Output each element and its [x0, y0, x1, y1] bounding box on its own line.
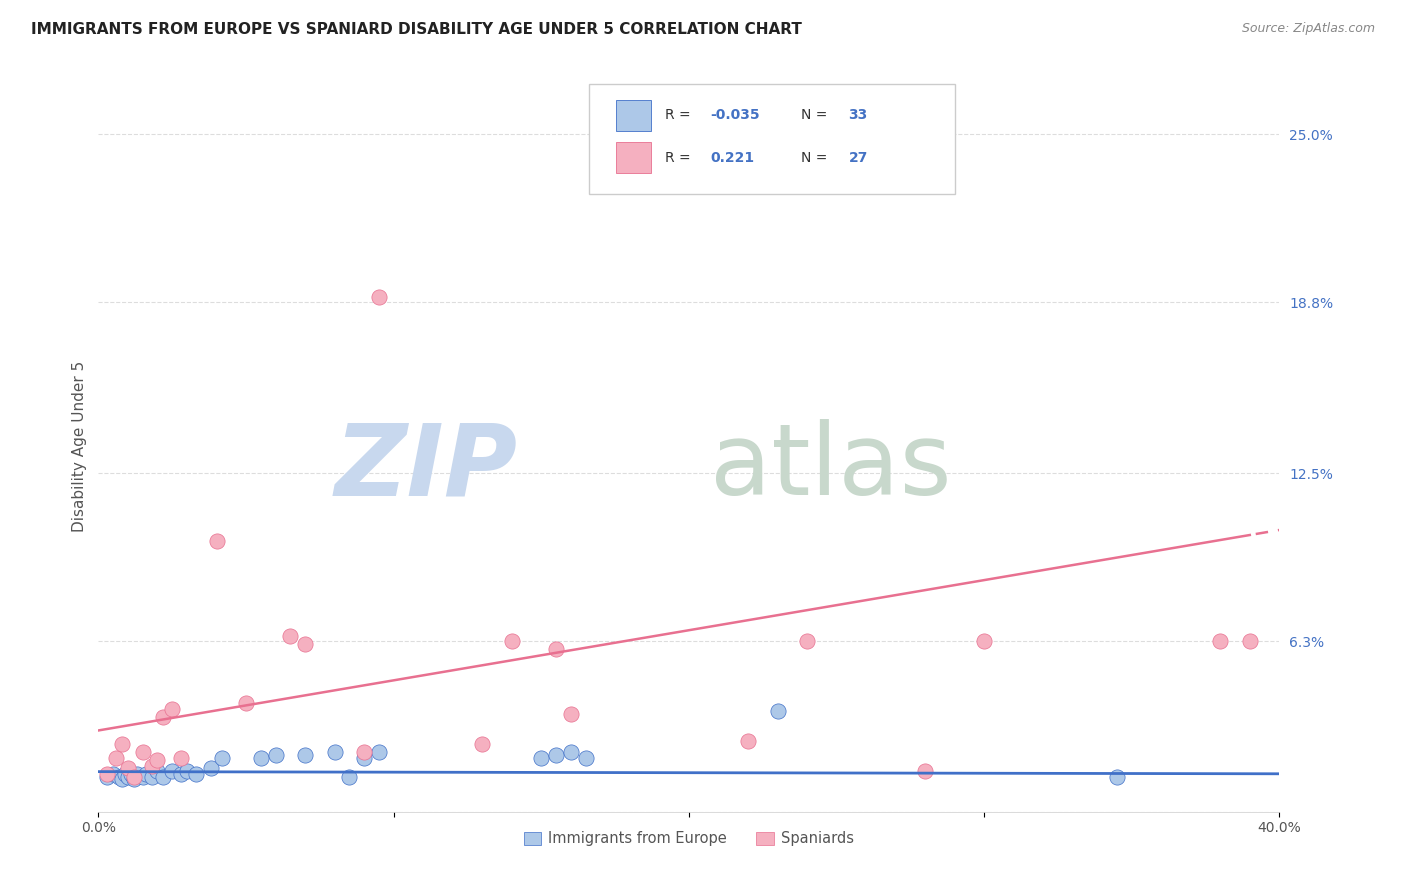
Point	[146, 764, 169, 778]
Text: Source: ZipAtlas.com: Source: ZipAtlas.com	[1241, 22, 1375, 36]
Point	[96, 770, 118, 784]
Point	[111, 772, 134, 787]
FancyBboxPatch shape	[616, 143, 651, 173]
Text: atlas: atlas	[710, 419, 952, 516]
Point	[108, 770, 131, 784]
Point	[162, 764, 183, 778]
Point	[294, 747, 316, 762]
Text: 27: 27	[848, 151, 868, 165]
Point	[368, 745, 391, 759]
Point	[162, 702, 183, 716]
Point	[132, 745, 155, 759]
Text: 0.221: 0.221	[710, 151, 755, 165]
Point	[122, 772, 145, 787]
Point	[170, 750, 193, 764]
Point	[294, 637, 316, 651]
Point	[146, 753, 169, 767]
Legend: Immigrants from Europe, Spaniards: Immigrants from Europe, Spaniards	[517, 825, 860, 852]
Point	[211, 750, 233, 764]
Point	[117, 770, 139, 784]
Text: 33: 33	[848, 109, 868, 122]
Point	[141, 770, 163, 784]
Point	[914, 764, 936, 778]
Point	[973, 634, 995, 648]
Point	[103, 766, 125, 780]
Point	[339, 770, 361, 784]
Point	[132, 770, 155, 784]
Point	[122, 770, 145, 784]
Text: -0.035: -0.035	[710, 109, 759, 122]
Point	[170, 766, 193, 780]
Text: R =: R =	[665, 151, 696, 165]
Point	[323, 745, 346, 759]
Point	[176, 764, 198, 778]
Point	[235, 697, 257, 711]
Point	[114, 766, 136, 780]
Point	[471, 737, 494, 751]
Point	[1107, 770, 1129, 784]
Point	[501, 634, 523, 648]
Point	[353, 745, 375, 759]
Point	[120, 766, 142, 780]
Point	[125, 766, 148, 780]
Point	[264, 747, 287, 762]
Point	[530, 750, 553, 764]
Y-axis label: Disability Age Under 5: Disability Age Under 5	[72, 360, 87, 532]
Point	[200, 761, 222, 775]
Point	[111, 737, 134, 751]
Point	[1239, 634, 1261, 648]
Point	[135, 766, 157, 780]
Text: N =: N =	[801, 109, 832, 122]
Point	[1209, 634, 1232, 648]
Point	[152, 770, 174, 784]
Text: R =: R =	[665, 109, 696, 122]
Point	[575, 750, 598, 764]
Point	[250, 750, 273, 764]
Point	[560, 745, 582, 759]
Point	[117, 761, 139, 775]
Point	[560, 707, 582, 722]
Point	[368, 290, 391, 304]
Point	[546, 747, 568, 762]
Point	[152, 710, 174, 724]
FancyBboxPatch shape	[589, 84, 955, 194]
Point	[184, 766, 207, 780]
Text: IMMIGRANTS FROM EUROPE VS SPANIARD DISABILITY AGE UNDER 5 CORRELATION CHART: IMMIGRANTS FROM EUROPE VS SPANIARD DISAB…	[31, 22, 801, 37]
FancyBboxPatch shape	[616, 100, 651, 131]
Text: N =: N =	[801, 151, 832, 165]
Point	[796, 634, 818, 648]
Point	[766, 705, 789, 719]
Point	[737, 734, 759, 748]
Point	[141, 758, 163, 772]
Point	[353, 750, 375, 764]
Point	[205, 533, 228, 548]
Text: ZIP: ZIP	[335, 419, 517, 516]
Point	[546, 642, 568, 657]
Point	[105, 750, 128, 764]
Point	[280, 629, 302, 643]
Point	[96, 766, 118, 780]
